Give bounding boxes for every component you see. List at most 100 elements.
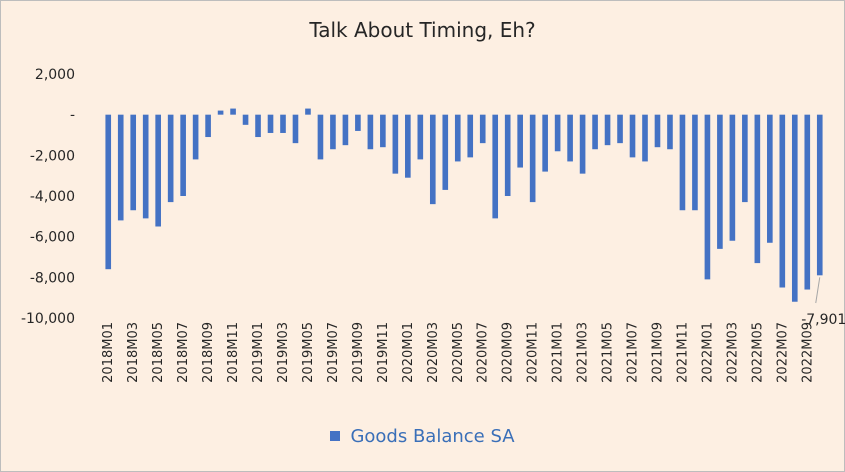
x-tick-label: 2022M05	[750, 322, 765, 383]
bar	[529, 114, 536, 203]
bar	[180, 114, 186, 196]
y-tick-label: -4,000	[30, 189, 75, 205]
bar	[355, 114, 361, 131]
bar	[242, 114, 249, 125]
x-tick-label: 2019M09	[351, 322, 366, 383]
x-tick-label: 2021M07	[626, 322, 641, 383]
x-tick-label: 2019M03	[276, 322, 291, 383]
bar	[592, 114, 598, 150]
bar	[729, 114, 736, 241]
bar	[429, 114, 436, 205]
bar	[317, 114, 324, 160]
bar	[367, 114, 374, 150]
bar	[217, 110, 224, 115]
x-tick-label: 2022M09	[800, 322, 815, 383]
x-tick-label: 2021M05	[601, 322, 616, 383]
bar	[267, 114, 274, 133]
bar	[479, 114, 486, 144]
y-tick-label: 2,000	[35, 67, 75, 83]
bar	[292, 114, 299, 144]
x-tick-label: 2021M01	[551, 322, 566, 383]
x-tick-label: 2020M07	[476, 322, 491, 383]
bar	[654, 114, 661, 148]
x-tick-label: 2019M11	[376, 322, 391, 383]
x-tick-label: 2018M11	[226, 322, 241, 383]
bar	[205, 114, 211, 138]
bar	[604, 114, 611, 146]
bar	[492, 114, 499, 219]
bar	[504, 114, 511, 196]
bar	[417, 114, 424, 160]
bar	[142, 114, 149, 219]
bar	[542, 114, 548, 172]
bar	[405, 114, 411, 178]
x-tick-label: 2018M03	[126, 322, 141, 383]
bar	[330, 114, 336, 150]
bar	[742, 114, 748, 203]
y-tick-label: -2,000	[30, 148, 75, 164]
bar	[392, 114, 399, 174]
bar	[305, 108, 311, 115]
bar	[717, 114, 723, 249]
bar	[117, 114, 124, 221]
bar	[617, 114, 623, 144]
bar	[667, 114, 673, 150]
x-tick-label: 2018M09	[201, 322, 216, 383]
bar	[517, 114, 523, 168]
bar	[629, 114, 636, 158]
x-tick-label: 2021M03	[576, 322, 591, 383]
x-tick-label: 2020M09	[501, 322, 516, 383]
bar	[579, 114, 586, 174]
bar	[230, 108, 236, 115]
bar	[130, 114, 137, 211]
x-tick-label: 2020M11	[526, 322, 541, 383]
x-tick-label: 2018M07	[176, 322, 191, 383]
bar	[454, 114, 461, 162]
legend-swatch	[330, 431, 341, 441]
bar	[192, 114, 199, 160]
bar	[779, 114, 786, 288]
bar	[816, 114, 823, 276]
bar	[791, 114, 798, 302]
bar	[442, 114, 449, 190]
bar	[804, 114, 811, 290]
bar	[255, 114, 261, 138]
data-label: -7,901	[801, 312, 845, 328]
y-tick-label: -	[70, 108, 75, 124]
x-tick-label: 2019M07	[326, 322, 341, 383]
x-tick-label: 2021M11	[675, 322, 690, 383]
bar	[704, 114, 711, 280]
bar	[467, 114, 474, 158]
bar	[155, 114, 161, 227]
y-tick-label: -6,000	[30, 230, 75, 246]
legend-label: Goods Balance SA	[350, 426, 515, 447]
x-tick-label: 2020M01	[401, 322, 416, 383]
x-tick-label: 2019M01	[251, 322, 266, 383]
y-tick-label: -10,000	[21, 311, 75, 327]
bar	[692, 114, 698, 211]
bar	[380, 114, 386, 148]
legend: Goods Balance SA	[0, 426, 845, 447]
bar	[167, 114, 174, 203]
bar	[342, 114, 349, 146]
x-tick-label: 2021M09	[650, 322, 665, 383]
x-tick-label: 2022M03	[725, 322, 740, 383]
bar	[105, 114, 112, 270]
x-tick-label: 2020M05	[451, 322, 466, 383]
y-tick-label: -8,000	[30, 270, 75, 286]
x-tick-label: 2020M03	[426, 322, 441, 383]
bar	[554, 114, 561, 152]
bar	[280, 114, 286, 133]
chart-title: Talk About Timing, Eh?	[309, 18, 536, 42]
x-tick-label: 2022M01	[700, 322, 715, 383]
x-tick-label: 2019M05	[301, 322, 316, 383]
x-tick-label: 2018M05	[151, 322, 166, 383]
bar	[679, 114, 686, 211]
bar	[567, 114, 573, 162]
x-tick-label: 2022M07	[775, 322, 790, 383]
data-label-leader	[815, 277, 821, 304]
bar	[754, 114, 761, 264]
x-tick-label: 2018M01	[101, 322, 116, 383]
